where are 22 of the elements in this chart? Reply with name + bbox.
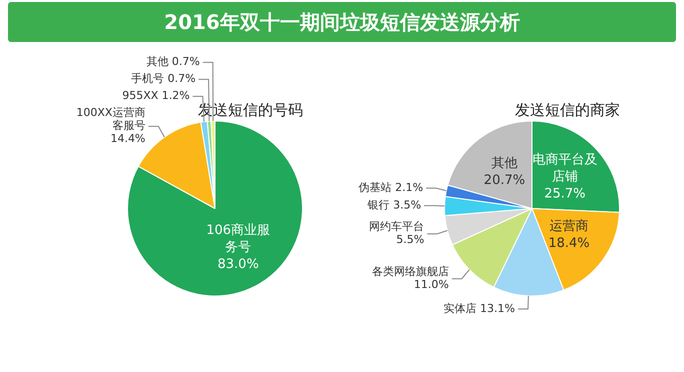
slice-label: 其他 0.7% (146, 55, 200, 68)
slice-label: 100XX运营商客服号 (76, 106, 146, 132)
slice-label: 955XX 1.2% (122, 89, 190, 102)
data-label: 14.4% (110, 132, 146, 146)
slice-label: 银行 3.5% (366, 198, 422, 212)
slice-label: 运营商 (549, 218, 588, 234)
data-label: 25.7% (544, 186, 586, 202)
data-label: 18.4% (548, 236, 590, 251)
chart-subtitle: 发送短信的商家 (515, 100, 620, 119)
slice-label: 各类网络旗舰店 (372, 265, 449, 278)
data-label: 11.0% (414, 278, 449, 292)
data-label: 83.0% (218, 257, 259, 272)
slice-label: 106商业服务号 (206, 223, 270, 256)
slice-label: 实体店 13.1% (444, 302, 515, 315)
slice-label: 伪基站 2.1% (358, 180, 424, 194)
slice-label: 其他 (491, 156, 518, 172)
slice-label: 手机号 0.7% (131, 72, 196, 86)
chart-title: 2016年双十一期间垃圾短信发送源分析 (8, 2, 676, 42)
data-label: 20.7% (484, 173, 526, 188)
slice-label: 网约车平台 (369, 220, 424, 234)
data-label: 5.5% (396, 233, 424, 246)
slice-label: 电商平台及店铺 (532, 152, 598, 184)
